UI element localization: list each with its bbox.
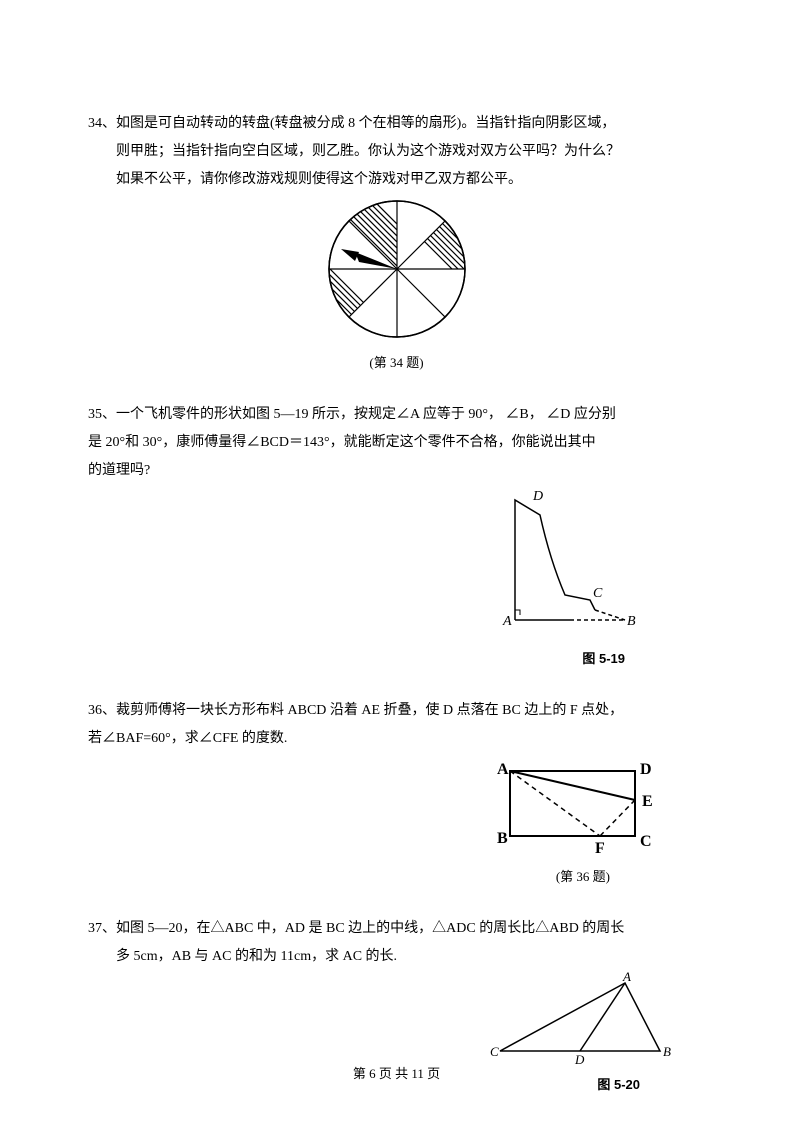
label-F: F [595,840,605,857]
q34-text: 34、如图是可自动转动的转盘(转盘被分成 8 个在相等的扇形)。当指针指向阴影区… [88,110,705,194]
q36-l2: 若∠BAF=60°，求∠CFE 的度数. [88,731,287,746]
q35-l2: 是 20°和 30°，康师傅量得∠BCD＝143°，就能断定这个零件不合格，你能… [88,435,596,450]
q34-num: 34、 [88,116,116,131]
label-A: A [502,614,512,629]
label-C: C [640,833,652,850]
label-A: A [622,971,631,984]
q35-num: 35、 [88,407,116,422]
q35-figure-wrap: A B C D [88,485,705,640]
q34-caption: (第 34 题) [88,352,705,371]
label-B: B [663,1044,671,1059]
q36-caption: (第 36 题) [88,866,705,885]
label-E: E [642,793,653,810]
label-D: D [532,489,543,504]
fold-diagram: A B C D E F [485,753,665,858]
q36-figure-wrap: A B C D E F [88,753,705,858]
q36-text: 36、裁剪师傅将一块长方形布料 ABCD 沿着 AE 折叠，使 D 点落在 BC… [88,697,705,753]
q37-l2: 多 5cm，AB 与 AC 的和为 11cm，求 AC 的长. [88,943,705,971]
q34-l3: 如果不公平，请你修改游戏规则使得这个游戏对甲乙双方都公平。 [88,166,705,194]
q37-l1: 如图 5—20，在△ABC 中，AD 是 BC 边上的中线，△ADC 的周长比△… [116,921,624,936]
q34-figure-wrap [88,194,705,344]
question-36: 36、裁剪师傅将一块长方形布料 ABCD 沿着 AE 折叠，使 D 点落在 BC… [88,697,705,885]
label-D: D [640,761,652,778]
q37-num: 37、 [88,921,116,936]
q36-num: 36、 [88,703,116,718]
q35-l1: 一个飞机零件的形状如图 5—19 所示，按规定∠A 应等于 90°， ∠B， ∠… [116,407,616,422]
q37-text: 37、如图 5—20，在△ABC 中，AD 是 BC 边上的中线，△ADC 的周… [88,915,705,971]
question-35: 35、一个飞机零件的形状如图 5—19 所示，按规定∠A 应等于 90°， ∠B… [88,401,705,667]
label-B: B [497,830,508,847]
q34-l2: 则甲胜；当指针指向空白区域，则乙胜。你认为这个游戏对双方公平吗？为什么？ [88,138,705,166]
q34-l1: 如图是可自动转动的转盘(转盘被分成 8 个在相等的扇形)。当指针指向阴影区域， [116,116,615,131]
label-C: C [593,586,603,601]
q35-text: 35、一个飞机零件的形状如图 5—19 所示，按规定∠A 应等于 90°， ∠B… [88,401,705,485]
q37-figure-wrap: A B C D [88,971,705,1066]
label-A: A [497,761,509,778]
q35-caption: 图 5-19 [88,648,705,667]
spinner-diagram [317,194,477,344]
part-diagram: A B C D [495,485,645,640]
triangle-diagram: A B C D [485,971,675,1066]
q35-l3: 的道理吗? [88,463,150,478]
label-C: C [490,1044,499,1059]
q36-l1: 裁剪师傅将一块长方形布料 ABCD 沿着 AE 折叠，使 D 点落在 BC 边上… [116,703,623,718]
question-34: 34、如图是可自动转动的转盘(转盘被分成 8 个在相等的扇形)。当指针指向阴影区… [88,110,705,371]
page-footer: 第 6 页 共 11 页 [0,1063,793,1082]
label-B: B [627,614,636,629]
